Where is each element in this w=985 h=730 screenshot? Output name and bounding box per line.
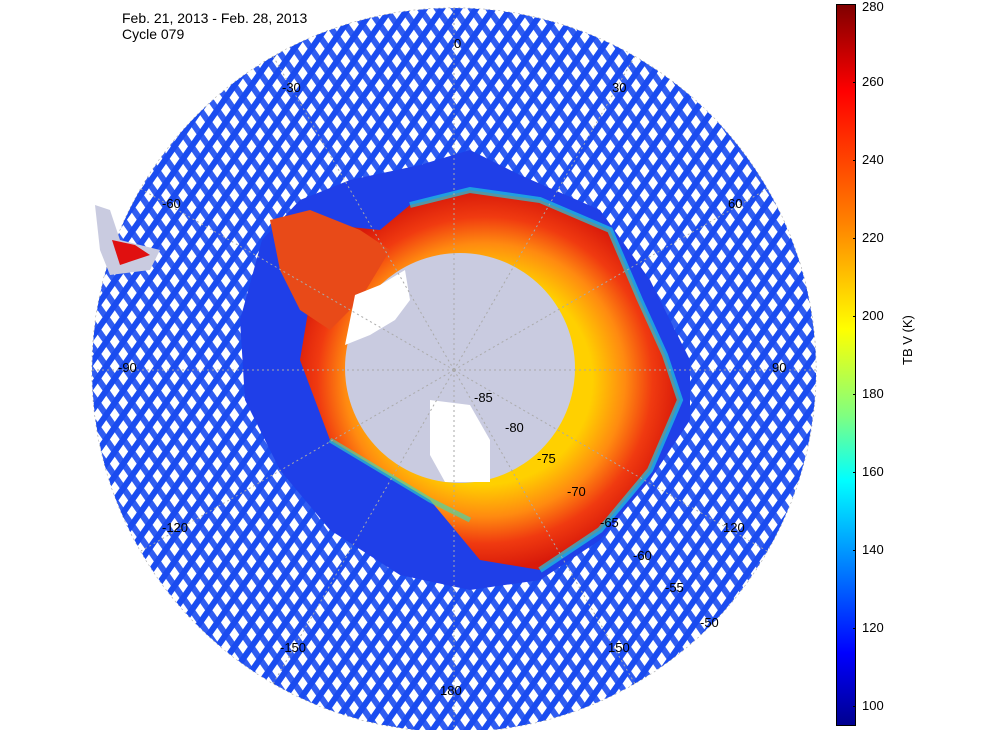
- colorbar-tickmark-220: [853, 238, 856, 240]
- lat-label-75: -75: [537, 451, 556, 466]
- colorbar-tickmark-120: [853, 628, 856, 630]
- colorbar-tickmark-240: [853, 160, 856, 162]
- lon-label-30: 30: [612, 80, 626, 95]
- cycle-title: Cycle 079: [122, 26, 185, 42]
- colorbar-tickmark-280: [853, 4, 856, 5]
- colorbar-tickmark-200: [853, 316, 856, 318]
- lon-label-150: 150: [608, 640, 630, 655]
- lon-label-neg30: -30: [282, 80, 301, 95]
- colorbar: [836, 4, 856, 726]
- lon-label-180: 180: [440, 683, 462, 698]
- colorbar-tickmark-140: [853, 550, 856, 552]
- colorbar-tick-240: 240: [862, 152, 884, 168]
- antarctica-land: [345, 253, 575, 483]
- longitude-grid: [92, 8, 816, 730]
- colorbar-tick-180: 180: [862, 386, 884, 402]
- lon-label-neg60: -60: [162, 196, 181, 211]
- colorbar-tick-260: 260: [862, 74, 884, 90]
- lat-label-60: -60: [633, 548, 652, 563]
- latitude-labels: -85 -80 -75 -70 -65 -60 -55 -50: [474, 390, 719, 630]
- longitude-labels: 0 30 60 90 120 150 180 -150 -120 -90 -60…: [118, 36, 786, 698]
- colorbar-label: TB V (K): [900, 315, 915, 365]
- colorbar-tick-280: 280: [862, 0, 884, 14]
- lon-label-neg90: -90: [118, 360, 137, 375]
- lat-label-70: -70: [567, 484, 586, 499]
- lon-label-120: 120: [723, 520, 745, 535]
- colorbar-tick-220: 220: [862, 230, 884, 246]
- lat-label-80: -80: [505, 420, 524, 435]
- polar-map: 0 30 60 90 120 150 180 -150 -120 -90 -60…: [91, 7, 817, 730]
- lon-label-neg150: -150: [280, 640, 306, 655]
- lon-label-60: 60: [728, 196, 742, 211]
- south-america-land: [95, 205, 160, 275]
- colorbar-tick-140: 140: [862, 542, 884, 558]
- lat-label-65: -65: [600, 515, 619, 530]
- colorbar-tick-160: 160: [862, 464, 884, 480]
- lat-label-85: -85: [474, 390, 493, 405]
- lon-label-neg120: -120: [162, 520, 188, 535]
- lat-label-55: -55: [665, 580, 684, 595]
- lon-label-0: 0: [454, 36, 461, 51]
- ronne-ice-shelf: [345, 270, 410, 345]
- colorbar-tickmark-180: [853, 394, 856, 396]
- ross-ice-shelf: [430, 400, 490, 482]
- date-range-title: Feb. 21, 2013 - Feb. 28, 2013: [122, 10, 308, 26]
- lon-label-90: 90: [772, 360, 786, 375]
- lat-label-50: -50: [700, 615, 719, 630]
- colorbar-tickmark-260: [853, 82, 856, 84]
- colorbar-tickmark-160: [853, 472, 856, 474]
- colorbar-tick-100: 100: [862, 698, 884, 714]
- colorbar-tick-200: 200: [862, 308, 884, 324]
- colorbar-tickmark-100: [853, 706, 856, 708]
- colorbar-tick-120: 120: [862, 620, 884, 636]
